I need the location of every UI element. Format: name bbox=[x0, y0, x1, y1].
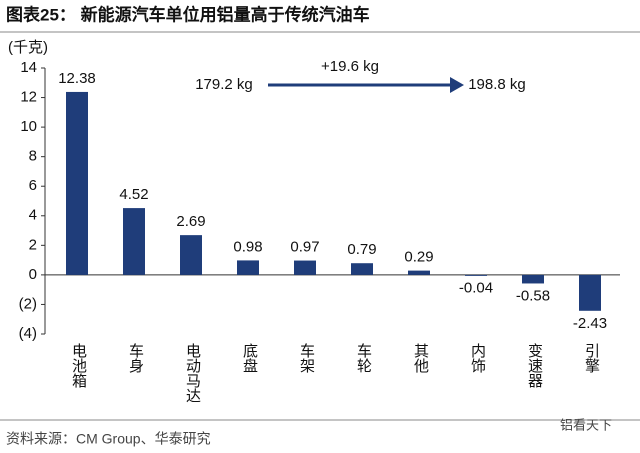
bar bbox=[180, 235, 202, 275]
bar bbox=[579, 274, 601, 311]
value-label: 2.69 bbox=[176, 213, 205, 230]
watermark: 铝看天下 bbox=[560, 417, 612, 432]
bar bbox=[294, 260, 316, 275]
y-tick-label: 4 bbox=[29, 207, 37, 224]
value-label: 0.29 bbox=[404, 249, 433, 266]
value-label: 4.52 bbox=[119, 186, 148, 203]
y-tick-label: (4) bbox=[19, 325, 37, 342]
value-label: 0.98 bbox=[233, 238, 262, 255]
value-label: 0.97 bbox=[290, 239, 319, 256]
y-tick-label: 10 bbox=[20, 118, 37, 135]
y-tick-label: 6 bbox=[29, 177, 37, 194]
value-label: -0.04 bbox=[459, 279, 493, 296]
value-label: -2.43 bbox=[573, 315, 607, 332]
y-axis-label: (千克) bbox=[8, 39, 48, 56]
y-tick-label: 2 bbox=[29, 236, 37, 253]
y-tick-label: 8 bbox=[29, 148, 37, 165]
x-tick-label: 车架 bbox=[298, 343, 315, 373]
chart-title: 图表25： 新能源汽车单位用铝量高于传统汽油车 bbox=[6, 4, 370, 24]
bar bbox=[123, 208, 145, 275]
y-tick-label: (2) bbox=[19, 295, 37, 312]
bar bbox=[351, 263, 373, 275]
source: 资料来源：CM Group、华泰研究 bbox=[6, 431, 211, 447]
y-tick-label: 0 bbox=[29, 266, 37, 283]
bar bbox=[522, 274, 544, 284]
bar bbox=[237, 260, 259, 275]
annotation: 198.8 kg bbox=[468, 76, 526, 93]
value-label: -0.58 bbox=[516, 287, 550, 304]
bar bbox=[465, 274, 487, 276]
x-tick-label: 变速器 bbox=[526, 343, 543, 388]
x-tick-label: 底盘 bbox=[241, 343, 258, 373]
arrow-head bbox=[450, 77, 464, 93]
x-tick-label: 引擎 bbox=[583, 343, 600, 373]
x-tick-label: 车身 bbox=[127, 343, 144, 373]
x-tick-label: 电动马达 bbox=[184, 343, 201, 403]
x-tick-label: 车轮 bbox=[355, 343, 372, 373]
y-tick-label: 12 bbox=[20, 89, 37, 106]
x-tick-label: 电池箱 bbox=[70, 343, 87, 388]
annotation: 179.2 kg bbox=[195, 76, 253, 93]
x-tick-label: 内饰 bbox=[469, 343, 486, 373]
bar bbox=[66, 91, 88, 275]
annotation: +19.6 kg bbox=[321, 58, 379, 75]
value-label: 12.38 bbox=[58, 70, 96, 87]
bar bbox=[408, 270, 430, 275]
x-tick-label: 其他 bbox=[412, 343, 429, 373]
value-label: 0.79 bbox=[347, 241, 376, 258]
y-tick-label: 14 bbox=[20, 59, 37, 76]
